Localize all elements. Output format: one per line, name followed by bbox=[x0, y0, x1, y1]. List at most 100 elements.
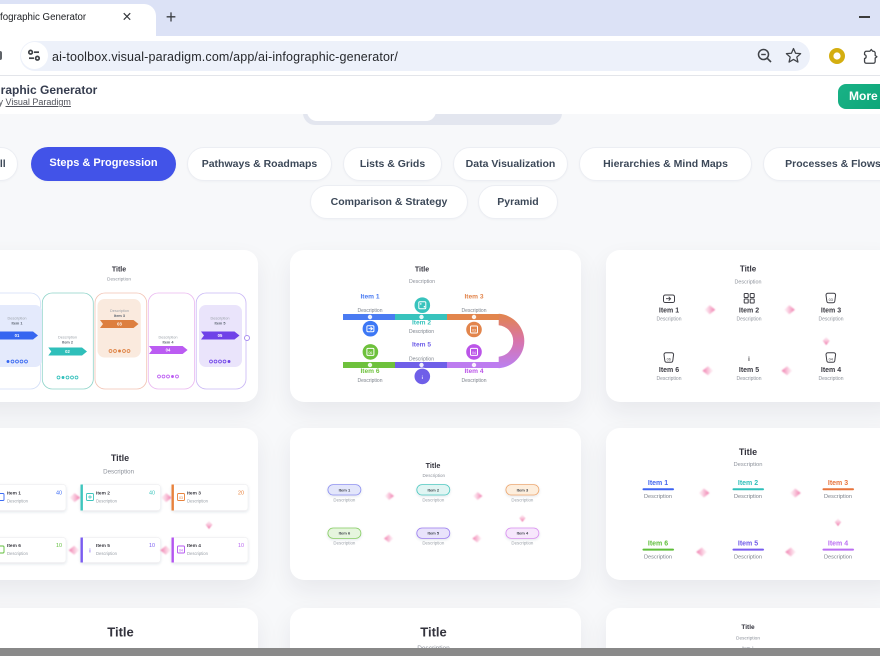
svg-text:Description: Description bbox=[409, 329, 434, 335]
svg-text:03: 03 bbox=[117, 322, 122, 327]
svg-text:Description: Description bbox=[736, 317, 761, 323]
svg-text:Description: Description bbox=[96, 551, 118, 556]
svg-text:Description: Description bbox=[734, 555, 762, 561]
svg-text:Description: Description bbox=[7, 551, 29, 556]
svg-text:Description: Description bbox=[333, 498, 356, 503]
svg-text:Item 3: Item 3 bbox=[517, 487, 529, 492]
svg-text:Item 5: Item 5 bbox=[739, 367, 759, 374]
svg-text:Item 4: Item 4 bbox=[464, 368, 483, 375]
svg-text:Item 6: Item 6 bbox=[7, 543, 21, 549]
svg-text:Description: Description bbox=[824, 555, 852, 561]
svg-text:Item 4: Item 4 bbox=[828, 541, 848, 548]
svg-text:Description: Description bbox=[511, 541, 534, 546]
svg-text:Description: Description bbox=[159, 336, 178, 340]
svg-text:04: 04 bbox=[472, 351, 476, 355]
svg-text:Item 4: Item 4 bbox=[163, 341, 175, 345]
svg-text:Item 1: Item 1 bbox=[659, 308, 679, 315]
svg-text:Description: Description bbox=[357, 378, 382, 384]
svg-text:Description: Description bbox=[818, 317, 843, 323]
svg-text:Item 4: Item 4 bbox=[187, 543, 201, 549]
svg-text:Title: Title bbox=[740, 265, 757, 274]
svg-text:Description: Description bbox=[333, 541, 356, 546]
svg-text:Description: Description bbox=[735, 280, 762, 286]
svg-text:Description: Description bbox=[656, 376, 681, 382]
svg-text:06: 06 bbox=[667, 357, 671, 361]
svg-text:Item 1: Item 1 bbox=[12, 322, 23, 326]
svg-text:Description: Description bbox=[422, 498, 445, 503]
svg-text:Item 6: Item 6 bbox=[659, 367, 679, 374]
svg-text:Title: Title bbox=[426, 461, 441, 470]
svg-text:04: 04 bbox=[179, 549, 183, 553]
svg-text:Item 1: Item 1 bbox=[360, 294, 379, 301]
svg-text:Item 5: Item 5 bbox=[215, 322, 226, 326]
svg-text:Title: Title bbox=[739, 447, 757, 457]
svg-text:Item 2: Item 2 bbox=[412, 320, 431, 327]
svg-text:Description: Description bbox=[110, 309, 129, 313]
svg-text:Description: Description bbox=[511, 498, 534, 503]
svg-text:Description: Description bbox=[736, 376, 761, 382]
svg-text:40: 40 bbox=[56, 491, 62, 497]
svg-text:Description: Description bbox=[357, 308, 382, 314]
svg-text:Description: Description bbox=[211, 317, 230, 321]
svg-text:10: 10 bbox=[56, 543, 62, 549]
svg-text:Item 5: Item 5 bbox=[96, 543, 110, 549]
svg-text:Description: Description bbox=[422, 473, 445, 478]
svg-text:Description: Description bbox=[656, 317, 681, 323]
svg-text:10: 10 bbox=[238, 543, 244, 549]
svg-text:Description: Description bbox=[409, 279, 435, 285]
svg-text:Description: Description bbox=[187, 499, 209, 504]
svg-text:Item 1: Item 1 bbox=[339, 487, 351, 492]
svg-text:01: 01 bbox=[15, 333, 20, 338]
svg-text:02: 02 bbox=[65, 349, 70, 354]
svg-text:Item 5: Item 5 bbox=[428, 531, 440, 536]
svg-text:Description: Description bbox=[409, 356, 434, 362]
svg-text:i: i bbox=[422, 375, 423, 380]
svg-text:Description: Description bbox=[103, 469, 135, 476]
svg-text:Item 2: Item 2 bbox=[96, 491, 110, 497]
svg-text:Item 6: Item 6 bbox=[360, 368, 379, 375]
svg-text:i: i bbox=[748, 357, 750, 363]
svg-text:Description: Description bbox=[734, 462, 763, 468]
svg-text:Description: Description bbox=[644, 494, 672, 500]
svg-text:Description: Description bbox=[187, 551, 209, 556]
svg-text:Title: Title bbox=[112, 267, 126, 274]
svg-text:04: 04 bbox=[166, 348, 171, 353]
svg-text:04: 04 bbox=[829, 357, 833, 361]
svg-text:Item 6: Item 6 bbox=[648, 541, 668, 548]
svg-text:Item 2: Item 2 bbox=[738, 480, 758, 487]
svg-text:Item 3: Item 3 bbox=[828, 480, 848, 487]
svg-text:Item 3: Item 3 bbox=[464, 294, 483, 301]
svg-text:Title: Title bbox=[741, 624, 755, 631]
svg-text:Description: Description bbox=[461, 378, 486, 384]
svg-text:Item 2: Item 2 bbox=[62, 341, 73, 345]
svg-text:Item 1: Item 1 bbox=[7, 491, 21, 497]
svg-text:06: 06 bbox=[369, 351, 373, 355]
svg-text:Item 5: Item 5 bbox=[738, 541, 758, 548]
svg-text:Title: Title bbox=[107, 625, 134, 640]
svg-text:Description: Description bbox=[644, 555, 672, 561]
svg-text:03: 03 bbox=[829, 298, 833, 302]
svg-text:Item 3: Item 3 bbox=[114, 314, 125, 318]
svg-text:Description: Description bbox=[107, 277, 131, 283]
svg-text:03: 03 bbox=[472, 329, 476, 333]
svg-text:40: 40 bbox=[149, 491, 155, 497]
svg-text:Description: Description bbox=[461, 308, 486, 314]
svg-text:Item 4: Item 4 bbox=[821, 367, 841, 374]
svg-text:Description: Description bbox=[422, 541, 445, 546]
svg-text:Item 3: Item 3 bbox=[187, 491, 201, 497]
svg-text:Item 5: Item 5 bbox=[412, 342, 431, 349]
svg-text:Description: Description bbox=[8, 317, 27, 321]
svg-text:03: 03 bbox=[179, 496, 183, 500]
svg-text:Description: Description bbox=[58, 336, 77, 340]
svg-text:Item 2: Item 2 bbox=[428, 487, 440, 492]
svg-text:Title: Title bbox=[420, 625, 447, 640]
svg-text:Description: Description bbox=[736, 636, 760, 642]
svg-text:Description: Description bbox=[824, 494, 852, 500]
svg-text:Item 1: Item 1 bbox=[648, 480, 668, 487]
svg-text:Description: Description bbox=[96, 499, 118, 504]
svg-text:i: i bbox=[89, 549, 91, 555]
svg-text:Item 4: Item 4 bbox=[517, 531, 529, 536]
svg-text:Title: Title bbox=[415, 267, 429, 274]
svg-text:Title: Title bbox=[111, 453, 129, 463]
svg-text:Description: Description bbox=[7, 499, 29, 504]
